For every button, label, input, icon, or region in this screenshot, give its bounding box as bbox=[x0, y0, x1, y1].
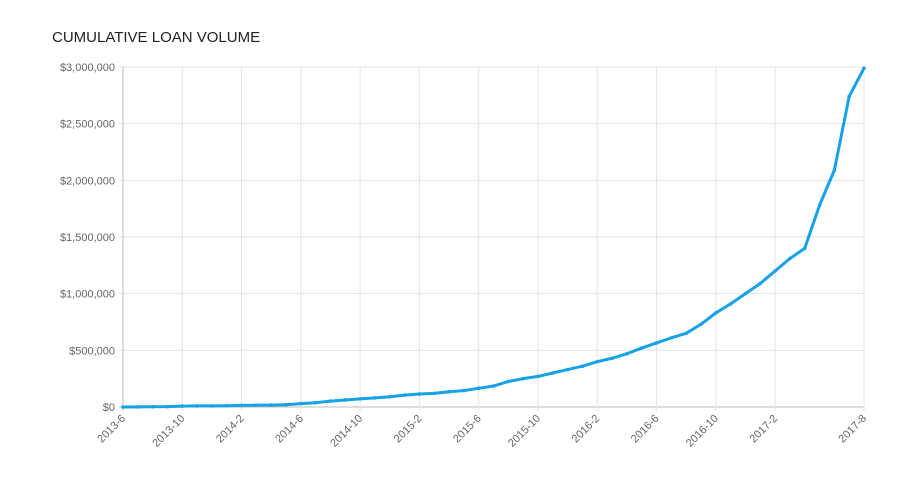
y-tick-label: $1,000,000 bbox=[60, 289, 115, 301]
y-tick-label: $2,000,000 bbox=[60, 175, 115, 187]
point bbox=[699, 322, 703, 327]
x-tick-label: 2014-2 bbox=[214, 413, 247, 446]
point bbox=[402, 393, 407, 397]
x-tick-label: 2014-6 bbox=[273, 413, 306, 446]
x-tick-label: 2015-6 bbox=[451, 413, 484, 446]
line bbox=[122, 67, 866, 409]
point bbox=[136, 405, 140, 409]
point bbox=[462, 388, 466, 393]
point bbox=[210, 404, 214, 408]
point bbox=[150, 404, 155, 409]
point bbox=[447, 389, 451, 394]
point bbox=[565, 367, 570, 372]
point bbox=[180, 404, 185, 408]
point bbox=[373, 396, 377, 400]
point bbox=[625, 351, 629, 356]
point bbox=[536, 374, 540, 379]
point bbox=[847, 94, 851, 99]
x-tick-label: 2013-10 bbox=[150, 413, 187, 450]
point bbox=[773, 269, 777, 273]
point bbox=[580, 364, 585, 369]
point bbox=[714, 311, 718, 315]
x-tick-label: 2016-6 bbox=[629, 413, 662, 446]
point bbox=[802, 246, 807, 251]
x-tick-label: 2016-10 bbox=[684, 413, 721, 450]
y-tick-label: $1,500,000 bbox=[60, 232, 115, 244]
point bbox=[743, 291, 748, 296]
point bbox=[550, 371, 555, 375]
point bbox=[684, 331, 688, 336]
point bbox=[476, 386, 481, 391]
x-tick-label: 2017-8 bbox=[836, 413, 869, 446]
y-tick-label: $500,000 bbox=[69, 345, 115, 357]
point bbox=[788, 256, 792, 261]
point bbox=[165, 404, 170, 409]
y-tick-label: $0 bbox=[103, 402, 115, 414]
point bbox=[491, 384, 496, 388]
point bbox=[728, 302, 733, 306]
y-tick-label: $3,000,000 bbox=[60, 62, 115, 74]
point bbox=[358, 397, 362, 401]
x-tick-label: 2016-2 bbox=[570, 413, 603, 446]
point bbox=[299, 401, 303, 406]
y-tick-label: $2,500,000 bbox=[60, 119, 115, 131]
point bbox=[313, 400, 318, 405]
point bbox=[387, 395, 392, 399]
point bbox=[284, 402, 288, 407]
point bbox=[417, 392, 422, 396]
x-tick-label: 2014-10 bbox=[328, 413, 365, 450]
point bbox=[817, 203, 822, 208]
point bbox=[595, 359, 600, 364]
point bbox=[432, 391, 437, 396]
point bbox=[610, 356, 614, 361]
point bbox=[758, 281, 763, 286]
chart-title: CUMULATIVE LOAN VOLUME bbox=[52, 29, 260, 46]
point bbox=[343, 398, 348, 402]
point bbox=[639, 346, 644, 350]
point bbox=[862, 66, 866, 70]
x-tick-label: 2015-2 bbox=[392, 413, 425, 446]
point bbox=[254, 403, 259, 407]
point bbox=[121, 405, 125, 409]
point bbox=[239, 403, 244, 408]
point bbox=[506, 379, 511, 384]
point bbox=[195, 404, 199, 408]
x-tick-label: 2013-6 bbox=[95, 413, 128, 446]
x-tick-label: 2017-2 bbox=[747, 413, 780, 446]
point bbox=[654, 341, 659, 345]
point bbox=[521, 376, 525, 381]
point bbox=[669, 336, 674, 340]
point bbox=[328, 399, 333, 403]
point bbox=[269, 403, 274, 407]
x-tick-label: 2015-10 bbox=[506, 413, 543, 450]
point bbox=[224, 403, 229, 408]
point bbox=[832, 168, 837, 172]
